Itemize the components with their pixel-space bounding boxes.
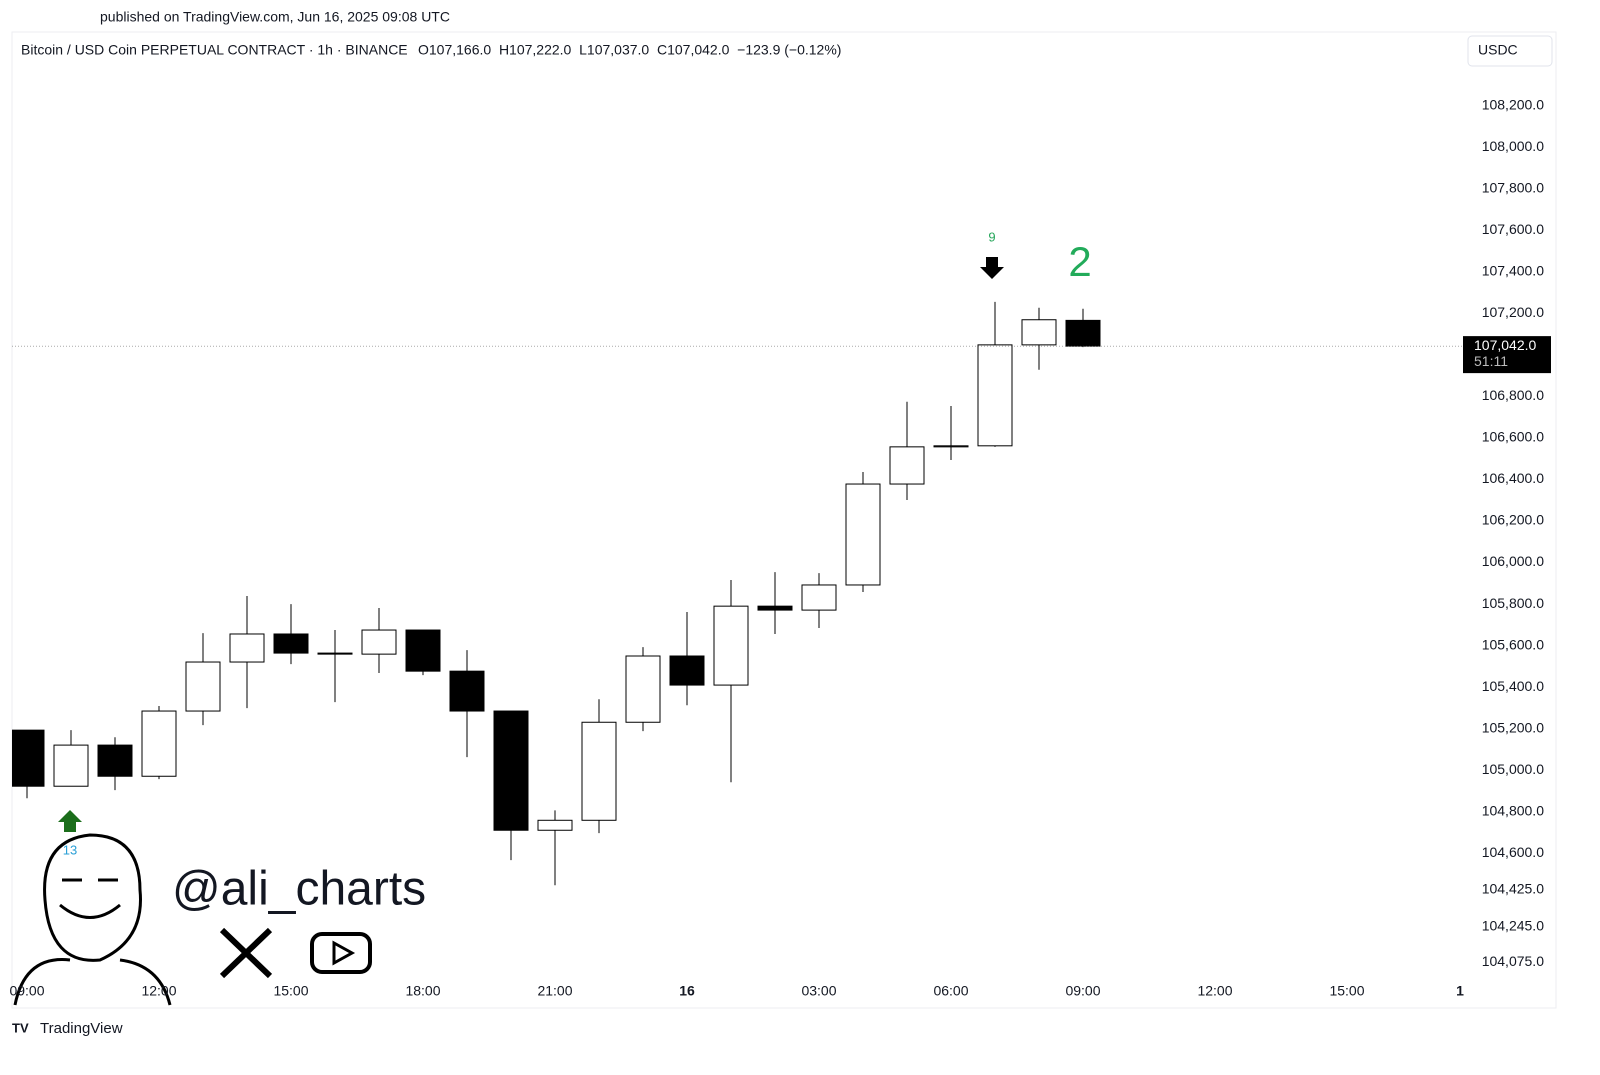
- candle-body: [97, 744, 133, 777]
- setup-count: 2: [1068, 238, 1091, 285]
- y-tick-label: 105,000.0: [1482, 761, 1544, 777]
- x-tick-label: 15:00: [273, 983, 308, 999]
- x-tick-label: 21:00: [537, 983, 572, 999]
- last-price-label: 107,042.0: [1474, 337, 1536, 353]
- x-tick-label: 12:00: [1197, 983, 1232, 999]
- x-tick-label: 09:00: [9, 983, 44, 999]
- y-tick-label: 105,200.0: [1482, 719, 1544, 735]
- x-tick-label: 06:00: [933, 983, 968, 999]
- sell-setup-count: 9: [988, 229, 995, 244]
- y-tick-label: 105,600.0: [1482, 636, 1544, 652]
- y-tick-label: 107,600.0: [1482, 221, 1544, 237]
- y-tick-label: 107,400.0: [1482, 262, 1544, 278]
- x-tick-label: 18:00: [405, 983, 440, 999]
- y-tick-label: 106,800.0: [1482, 387, 1544, 403]
- candle-body: [493, 710, 529, 831]
- tv-logo: TV: [12, 1020, 29, 1035]
- chart-frame: [11, 31, 1557, 1009]
- x-icon: [219, 927, 273, 979]
- x-tick-label: 16: [679, 983, 695, 999]
- y-tick-label: 107,200.0: [1482, 304, 1544, 320]
- candle-body: [53, 744, 89, 787]
- up-arrow: [58, 810, 82, 832]
- candle-body: [801, 584, 837, 611]
- x-tick-label: 15:00: [1329, 983, 1364, 999]
- x-tick-label: 1: [1456, 983, 1464, 999]
- candle-body: [405, 629, 441, 672]
- candle-body: [449, 670, 485, 712]
- x-tick-label: 09:00: [1065, 983, 1100, 999]
- countdown: 51:11: [1474, 353, 1508, 369]
- x-tick-label: 03:00: [801, 983, 836, 999]
- candle-body: [1021, 319, 1057, 346]
- published-note: published on TradingView.com, Jun 16, 20…: [100, 9, 450, 25]
- candle-body: [12, 729, 45, 787]
- y-tick-label: 107,800.0: [1482, 179, 1544, 195]
- candle-body: [317, 652, 353, 655]
- y-tick-label: 108,000.0: [1482, 138, 1544, 154]
- y-tick-label: 106,400.0: [1482, 470, 1544, 486]
- candle-body: [889, 446, 925, 485]
- y-tick-label: 104,800.0: [1482, 802, 1544, 818]
- last-price-box: [1463, 336, 1551, 374]
- currency-box[interactable]: [1467, 35, 1553, 67]
- candle-body: [625, 655, 661, 723]
- y-tick-label: 105,400.0: [1482, 678, 1544, 694]
- candle-body: [757, 605, 793, 611]
- y-tick-label: 104,075.0: [1482, 953, 1544, 969]
- branding: TradingView: [40, 1020, 123, 1037]
- y-tick-label: 108,200.0: [1482, 96, 1544, 112]
- candle-body: [361, 629, 397, 655]
- ohlc-legend: O107,166.0 H107,222.0 L107,037.0 C107,04…: [418, 42, 841, 58]
- y-tick-label: 104,245.0: [1482, 918, 1544, 934]
- youtube-icon: [310, 932, 372, 974]
- candle-body: [1065, 319, 1101, 347]
- candle-body: [537, 819, 573, 831]
- y-tick-label: 106,600.0: [1482, 429, 1544, 445]
- y-tick-label: 104,425.0: [1482, 880, 1544, 896]
- candle-body: [185, 661, 221, 712]
- plot: [12, 301, 1101, 886]
- candle-body: [977, 344, 1013, 447]
- avatar: [13, 833, 172, 1006]
- buy-count: 13: [63, 842, 77, 857]
- candle-body: [713, 605, 749, 686]
- candle-body: [229, 633, 265, 663]
- candle-body: [141, 710, 177, 777]
- candle-body: [933, 445, 969, 448]
- y-tick-label: 105,800.0: [1482, 595, 1544, 611]
- down-arrow: [980, 257, 1004, 279]
- y-tick-label: 104,600.0: [1482, 844, 1544, 860]
- currency-label: USDC: [1478, 42, 1518, 58]
- watermark-handle: @ali_charts: [172, 863, 426, 916]
- candle-body: [581, 721, 617, 821]
- candle-body: [845, 483, 881, 586]
- symbol-title: Bitcoin / USD Coin PERPETUAL CONTRACT · …: [21, 42, 408, 58]
- y-tick-label: 106,000.0: [1482, 553, 1544, 569]
- x-tick-label: 12:00: [141, 983, 176, 999]
- candle-body: [273, 633, 309, 654]
- candle-body: [669, 655, 705, 686]
- y-tick-label: 106,200.0: [1482, 512, 1544, 528]
- youtube-play: [332, 940, 356, 966]
